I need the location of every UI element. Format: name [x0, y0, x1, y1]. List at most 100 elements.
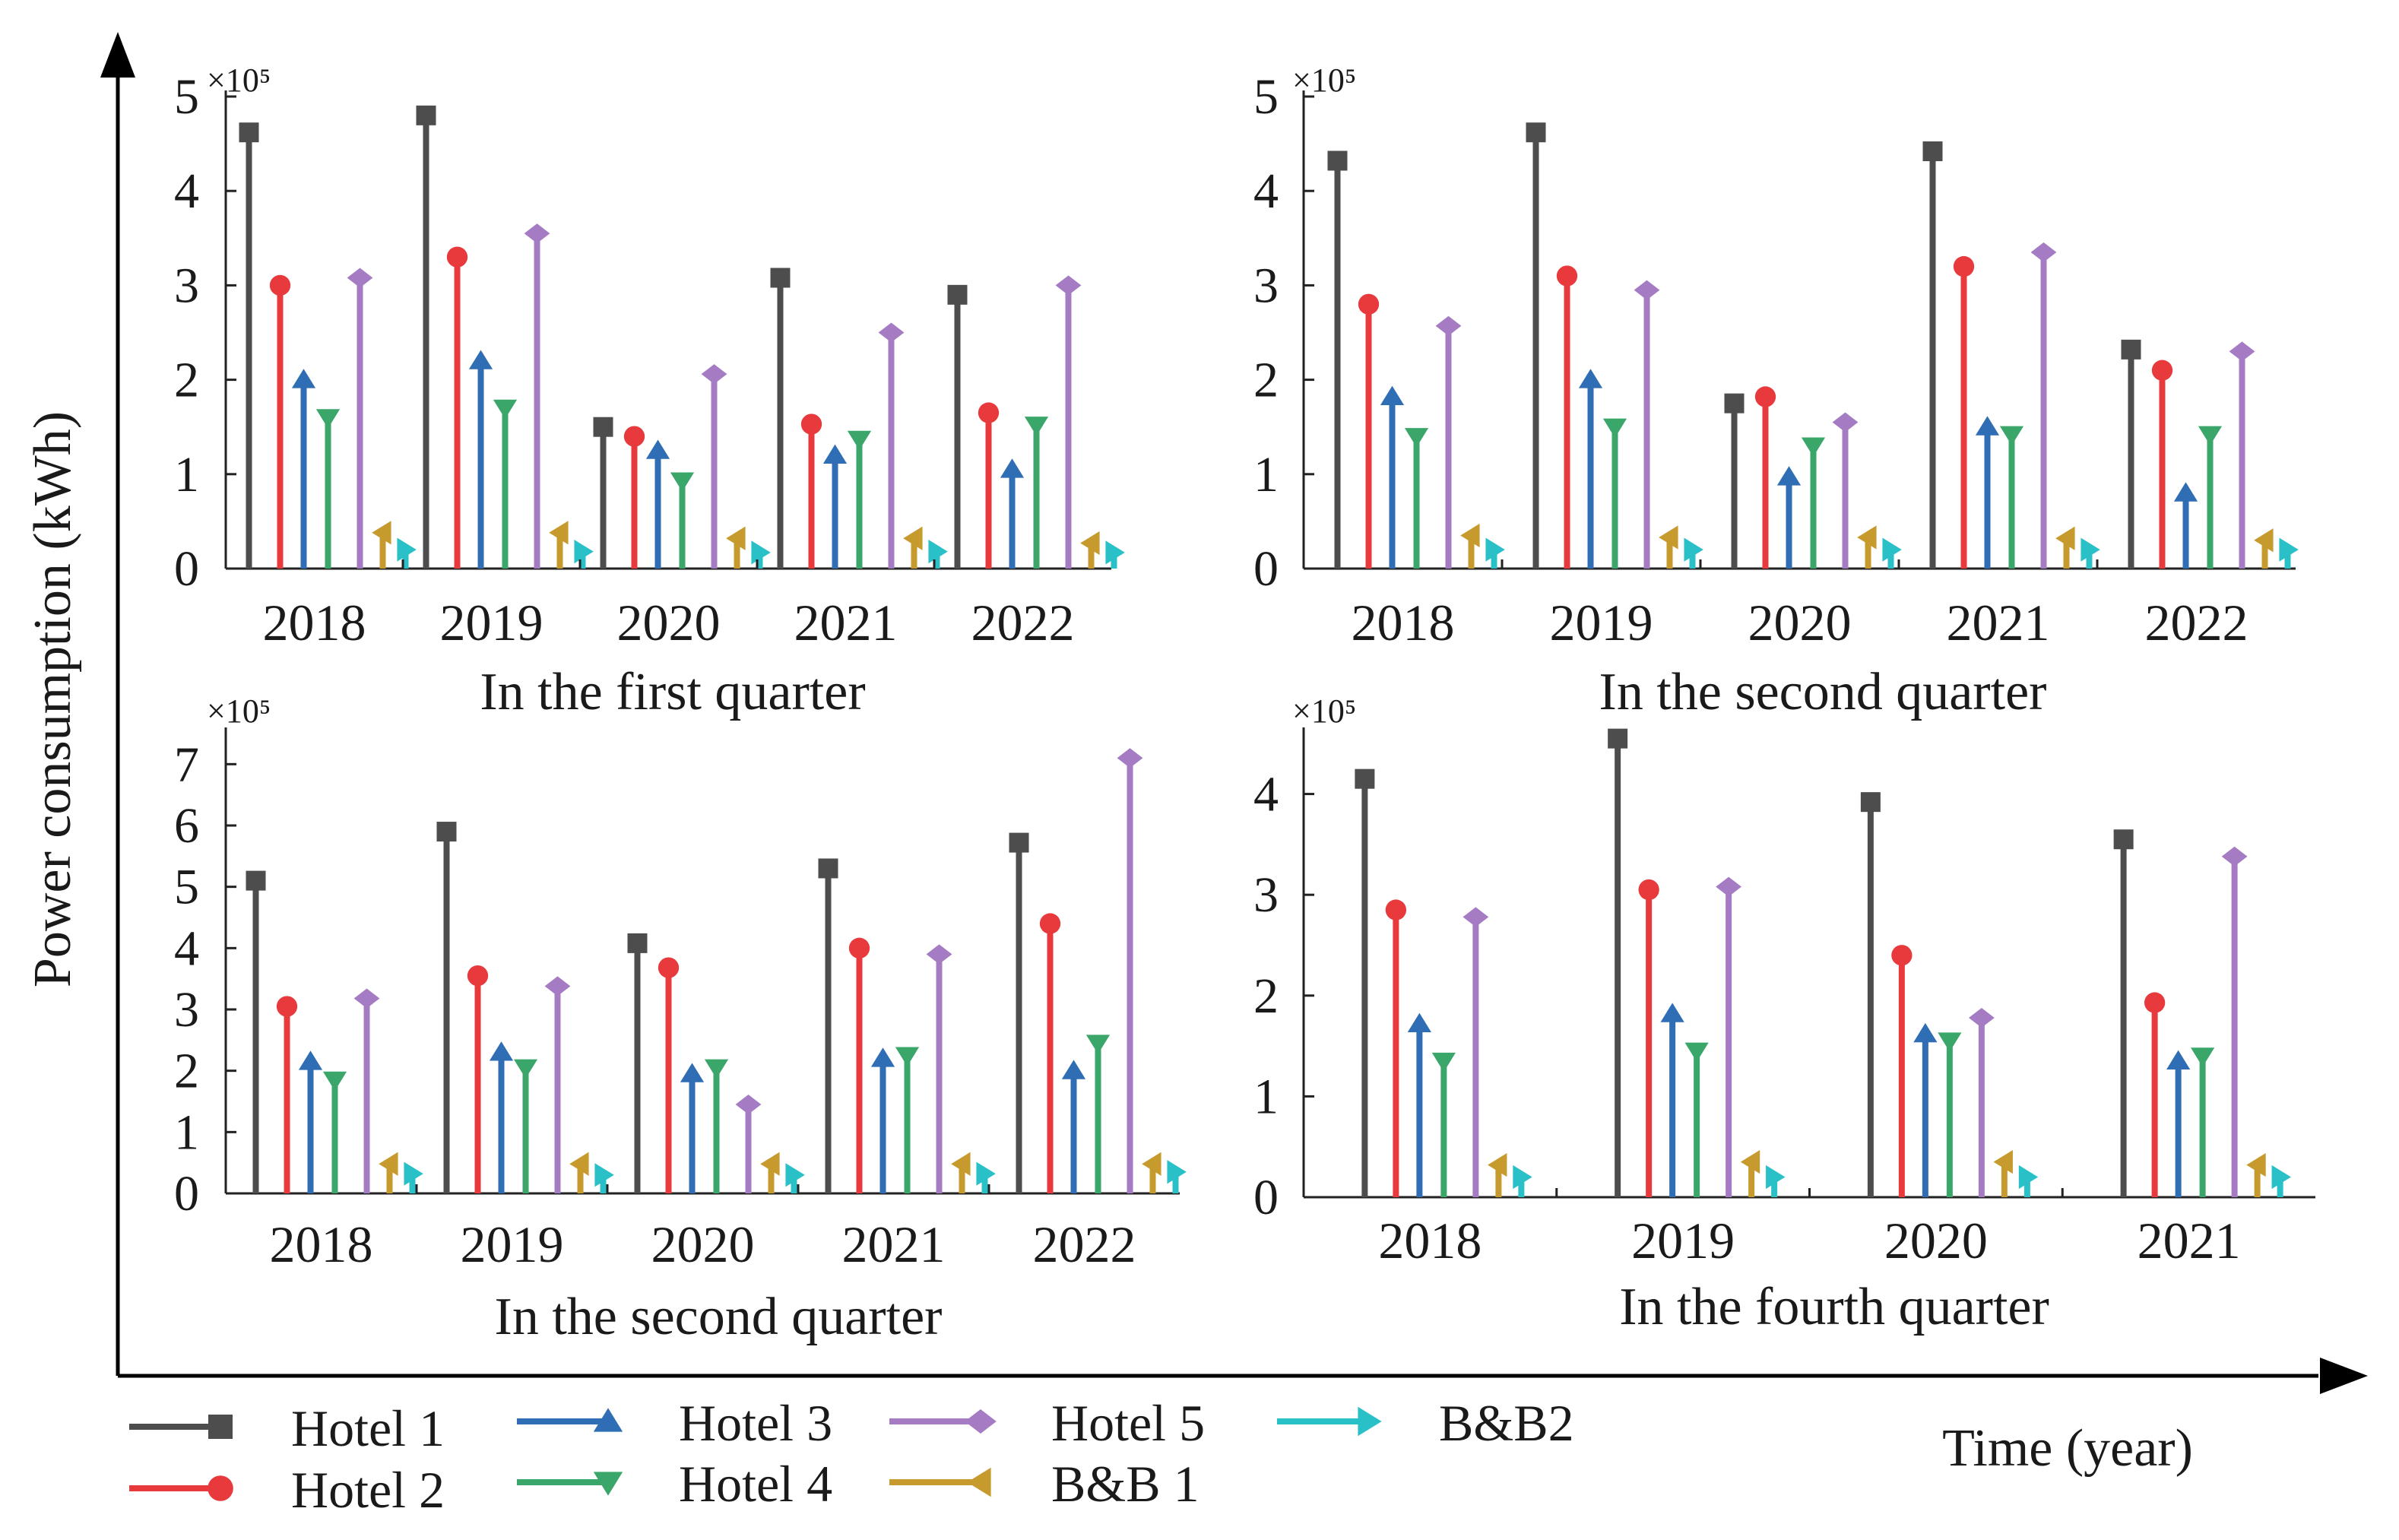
legend-item-hotel-1: Hotel 1 — [129, 1399, 445, 1457]
exponent-label: ×10⁵ — [207, 692, 271, 730]
marker-hotel-1-2018 — [1327, 151, 1348, 171]
marker-hotel-5-2022 — [1117, 748, 1143, 768]
marker-b-b2-2018 — [1485, 537, 1505, 562]
legend-label: B&B2 — [1439, 1394, 1574, 1452]
legend-item-b-b-1: B&B 1 — [889, 1455, 1200, 1513]
marker-hotel-1-2019 — [1608, 728, 1628, 749]
triangle-down-icon — [593, 1472, 623, 1496]
legend-label: Hotel 3 — [679, 1394, 832, 1452]
marker-hotel-4-2021 — [847, 430, 872, 451]
marker-b-b-1-2021 — [903, 526, 923, 550]
marker-hotel-4-2018 — [322, 1071, 347, 1092]
circle-icon — [208, 1475, 233, 1501]
chart-panel-3: 0 12 3 4 5 6 7×10⁵ 2018 2019 2020 2021 2022 In the s… — [174, 692, 1187, 1346]
marker-b-b2-2018 — [397, 537, 417, 562]
marker-hotel-4-2022 — [1024, 417, 1049, 436]
marker-hotel-3-2021 — [870, 1047, 895, 1067]
y-tick-label: 5 — [174, 860, 199, 915]
marker-b-b2-2022 — [1167, 1160, 1187, 1184]
marker-hotel-1-2019 — [436, 822, 457, 842]
marker-hotel-4-2020 — [1801, 437, 1826, 457]
legend-label: Hotel 5 — [1051, 1394, 1205, 1452]
marker-hotel-1-2021 — [1922, 141, 1943, 162]
exponent-label: ×10⁵ — [1292, 62, 1356, 99]
marker-hotel-2-2020 — [1891, 945, 1913, 966]
triangle-up-icon — [593, 1408, 623, 1432]
marker-hotel-4-2021 — [1999, 426, 2024, 445]
marker-b-b2-2019 — [574, 540, 594, 564]
marker-hotel-3-2021 — [2166, 1050, 2191, 1070]
marker-hotel-4-2020 — [1938, 1032, 1962, 1052]
y-tick-label: 3 — [174, 982, 199, 1038]
y-tick-label: 0 — [1253, 541, 1279, 597]
marker-hotel-3-2019 — [489, 1041, 514, 1061]
y-tick-label: 0 — [174, 1166, 199, 1222]
marker-hotel-2-2018 — [276, 996, 298, 1017]
marker-hotel-3-2019 — [1660, 1003, 1684, 1022]
x-category-label: 2020 — [1884, 1212, 1988, 1269]
marker-hotel-3-2022 — [2173, 482, 2198, 502]
marker-hotel-2-2021 — [848, 937, 870, 959]
legend-item-hotel-5: Hotel 5 — [889, 1394, 1205, 1452]
marker-hotel-4-2018 — [1431, 1052, 1456, 1073]
x-category-label: 2018 — [270, 1215, 373, 1273]
marker-b-b2-2021 — [2081, 537, 2100, 562]
x-category-label: 2018 — [1378, 1212, 1482, 1269]
marker-hotel-4-2021 — [895, 1047, 920, 1066]
marker-hotel-5-2021 — [2030, 242, 2057, 262]
exponent-label: ×10⁵ — [1292, 692, 1356, 730]
legend-label: B&B 1 — [1051, 1455, 1200, 1513]
diamond-icon — [965, 1409, 997, 1434]
marker-b-b2-2021 — [976, 1161, 996, 1186]
marker-hotel-5-2020 — [1968, 1007, 1995, 1028]
marker-hotel-1-2022 — [1009, 832, 1029, 853]
marker-b-b-1-2018 — [1488, 1152, 1507, 1177]
x-category-label: 2020 — [651, 1215, 755, 1273]
marker-hotel-3-2021 — [1975, 416, 2000, 436]
y-tick-label: 1 — [1253, 1069, 1279, 1124]
x-category-label: 2022 — [1033, 1215, 1136, 1273]
marker-hotel-3-2018 — [291, 369, 316, 388]
marker-hotel-2-2022 — [1039, 913, 1061, 934]
legend-item-b-b2: B&B2 — [1277, 1394, 1574, 1452]
marker-hotel-2-2018 — [269, 274, 291, 296]
marker-b-b2-2020 — [785, 1163, 805, 1187]
marker-b-b-1-2018 — [1460, 523, 1480, 548]
figure-x-axis-arrow-icon — [2320, 1358, 2368, 1394]
y-tick-label: 4 — [1253, 163, 1279, 219]
x-category-label: 2019 — [440, 594, 543, 651]
marker-hotel-5-2018 — [1463, 907, 1489, 927]
y-tick-label: 3 — [1253, 867, 1279, 923]
marker-b-b2-2019 — [1684, 537, 1703, 562]
y-tick-label: 2 — [174, 1044, 199, 1099]
marker-hotel-2-2019 — [446, 246, 468, 268]
marker-hotel-5-2018 — [347, 268, 373, 288]
x-category-label: 2018 — [1352, 594, 1455, 651]
marker-hotel-2-2020 — [623, 426, 645, 447]
marker-b-b2-2018 — [1513, 1165, 1532, 1190]
marker-hotel-3-2021 — [822, 444, 848, 464]
x-category-label: 2019 — [1631, 1212, 1735, 1269]
y-tick-label: 0 — [174, 541, 199, 597]
marker-b-b-1-2021 — [951, 1152, 971, 1176]
marker-hotel-4-2022 — [1085, 1035, 1111, 1054]
marker-hotel-1-2019 — [416, 105, 436, 125]
marker-b-b-1-2022 — [1080, 531, 1100, 556]
marker-hotel-2-2019 — [467, 965, 489, 987]
marker-hotel-4-2021 — [2191, 1047, 2215, 1067]
marker-b-b2-2018 — [404, 1161, 423, 1186]
marker-hotel-2-2022 — [978, 402, 1000, 423]
marker-hotel-1-2020 — [1860, 792, 1881, 813]
marker-hotel-4-2019 — [1602, 418, 1627, 438]
y-tick-label: 4 — [1253, 767, 1279, 822]
marker-b-b-1-2019 — [549, 521, 569, 545]
marker-hotel-2-2022 — [2151, 360, 2173, 381]
marker-hotel-3-2022 — [1061, 1060, 1086, 1079]
marker-hotel-4-2020 — [670, 472, 695, 492]
y-tick-label: 4 — [174, 163, 199, 219]
y-tick-label: 0 — [1253, 1170, 1279, 1225]
marker-b-b-1-2020 — [1857, 525, 1877, 550]
legend-item-hotel-2: Hotel 2 — [129, 1461, 445, 1519]
marker-hotel-5-2022 — [1055, 275, 1082, 296]
